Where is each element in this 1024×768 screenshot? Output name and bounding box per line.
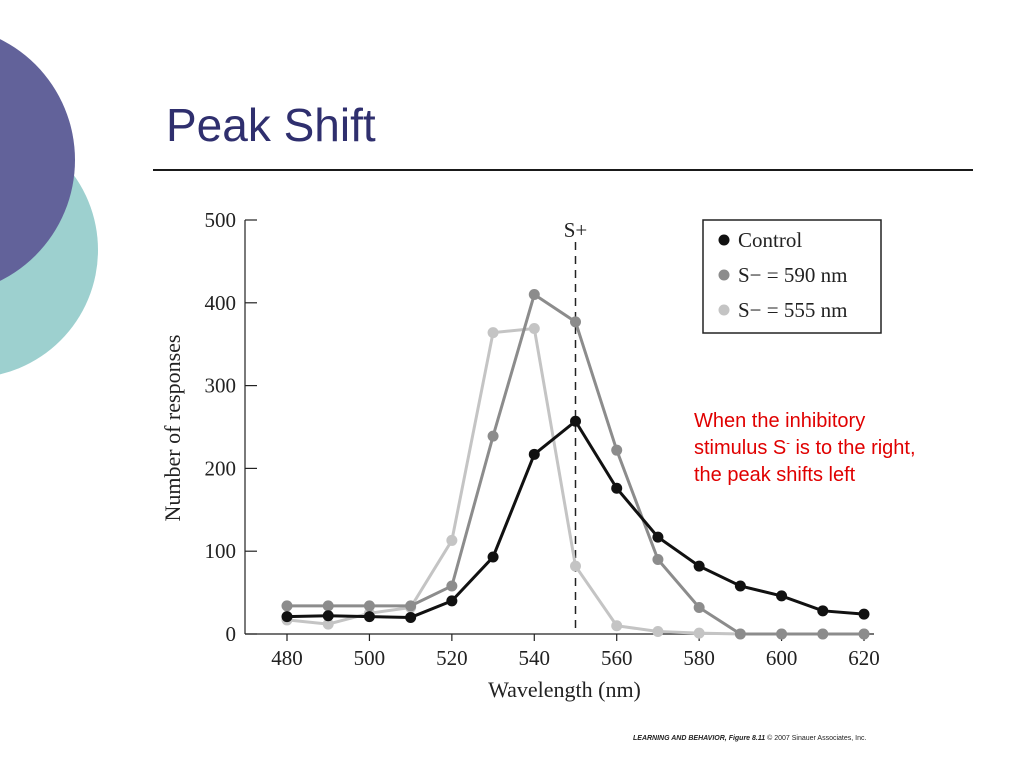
data-point: [446, 534, 458, 546]
purple-circle: [0, 39, 75, 281]
x-tick-label: 500: [354, 646, 386, 670]
data-point: [693, 627, 705, 639]
x-tick-label: 480: [271, 646, 303, 670]
chart-axes: 0 100 200 300 400 500 480 500 520 540 560 580 600 620…: [160, 208, 880, 702]
data-point: [570, 415, 581, 427]
x-axis-label: Wavelength (nm): [488, 677, 641, 702]
data-point: [776, 590, 788, 602]
annotation-callout: When the inhibitory stimulus S- is to th…: [694, 408, 944, 489]
y-tick-label: 100: [205, 539, 237, 563]
figure-caption: LEARNING AND BEHAVIOR, Figure 8.11 © 200…: [633, 735, 866, 742]
x-tick-label: 560: [601, 646, 633, 670]
legend-marker: [718, 269, 730, 281]
data-point: [322, 618, 334, 630]
legend-marker: [718, 304, 730, 316]
series-group: [281, 289, 870, 640]
data-point: [817, 605, 829, 617]
caption-figure: Figure 8.11: [728, 735, 766, 742]
data-point: [281, 611, 293, 623]
legend-marker: [718, 234, 730, 246]
data-point: [363, 600, 375, 612]
data-point: [734, 580, 746, 592]
data-point: [487, 430, 499, 442]
data-point: [446, 595, 458, 607]
data-point: [528, 289, 540, 301]
y-tick-label: 200: [205, 456, 237, 480]
data-point: [693, 602, 705, 614]
data-point: [322, 610, 334, 622]
data-point: [652, 553, 664, 565]
y-tick-label: 400: [205, 291, 237, 315]
data-point: [734, 628, 746, 640]
title-divider: [153, 169, 973, 171]
slide-decoration: [0, 39, 98, 375]
data-point: [281, 600, 293, 612]
data-point: [858, 628, 870, 640]
chart-series: [281, 289, 870, 640]
data-point: [776, 628, 788, 640]
y-tick-label: 0: [226, 622, 237, 646]
y-axis-label: Number of responses: [160, 335, 185, 522]
data-point: [652, 626, 664, 638]
data-point: [363, 611, 375, 623]
data-point: [322, 600, 334, 612]
legend-label: S− = 590 nm: [738, 263, 847, 287]
callout-text-before: When the inhibitory stimulus S: [694, 410, 866, 459]
data-point: [405, 600, 417, 612]
data-point: [446, 580, 458, 592]
x-tick-label: 620: [848, 646, 880, 670]
data-point: [611, 444, 623, 456]
data-point: [611, 620, 623, 632]
data-point: [693, 560, 705, 572]
data-point: [487, 551, 499, 563]
legend-label: S− = 555 nm: [738, 298, 847, 322]
chart-legend: Control S− = 590 nm S− = 555 nm: [702, 219, 882, 334]
data-point: [858, 608, 870, 620]
data-point: [487, 327, 499, 339]
x-tick-label: 600: [766, 646, 798, 670]
x-tick-label: 540: [519, 646, 551, 670]
y-tick-label: 300: [205, 374, 237, 398]
callout-superscript: -: [786, 437, 790, 450]
legend-label: Control: [738, 228, 802, 252]
data-point: [611, 482, 623, 494]
x-tick-label: 580: [683, 646, 715, 670]
legend-box: [702, 219, 882, 334]
data-point: [405, 611, 417, 623]
data-point: [528, 322, 540, 334]
series-group: [281, 415, 870, 623]
caption-book: LEARNING AND BEHAVIOR,: [633, 735, 727, 742]
data-point: [528, 448, 540, 460]
x-tick-label: 520: [436, 646, 468, 670]
data-point: [652, 531, 664, 543]
data-point: [570, 560, 581, 572]
slide-title: Peak Shift: [166, 99, 376, 151]
callout-text-after: is to the right, the peak shifts left: [694, 437, 916, 486]
y-tick-label: 500: [205, 208, 237, 232]
data-point: [817, 628, 829, 640]
reference-line-label: S+: [564, 218, 588, 242]
caption-copyright: © 2007 Sinauer Associates, Inc.: [767, 735, 867, 742]
data-point: [570, 316, 581, 328]
